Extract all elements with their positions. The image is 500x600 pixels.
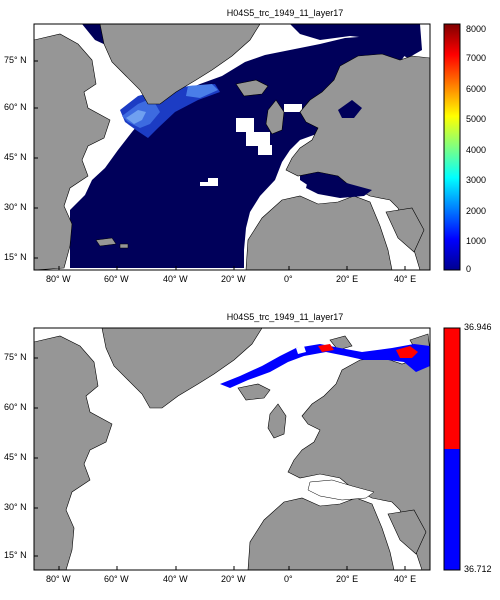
cbar-top-tick-8000: 8000 [466, 24, 487, 34]
land-bottom [34, 328, 430, 570]
cbar-top-tick-5000: 5000 [466, 114, 487, 124]
mediterranean-top [306, 178, 372, 198]
lon-tick-top-40w: 40° W [163, 274, 188, 284]
lon-tick-top-20e: 20° E [336, 274, 359, 284]
cbar-top-tick-6000: 6000 [466, 84, 487, 94]
colorbar-bottom-red [444, 328, 460, 449]
lon-tick-top-20w: 20° W [221, 274, 246, 284]
cbar-top-tick-2000: 2000 [466, 206, 487, 216]
lon-tick-top-60w: 60° W [104, 274, 129, 284]
map-top [34, 24, 430, 270]
cbar-top-tick-4000: 4000 [466, 145, 487, 155]
cbar-top-tick-3000: 3000 [466, 175, 487, 185]
lat-tick-bottom-60: 60° N [4, 402, 27, 412]
lat-tick-top-15: 15° N [4, 252, 27, 262]
cbar-top-tick-1000: 1000 [466, 236, 487, 246]
lon-tick-bottom-20e: 20° E [336, 574, 359, 584]
lat-tick-bottom-45: 45° N [4, 452, 27, 462]
lon-tick-bottom-40w: 40° W [163, 574, 188, 584]
cbar-bottom-tick-max: 36.946 [464, 322, 492, 332]
tracer-field-bottom [220, 344, 430, 388]
lon-tick-top-40e: 40° E [394, 274, 417, 284]
lon-tick-top-0: 0° [284, 274, 293, 284]
colorbar-bottom [443, 327, 461, 571]
land-top [34, 24, 430, 270]
lat-tick-top-75: 75° N [4, 55, 27, 65]
lon-tick-bottom-40e: 40° E [394, 574, 417, 584]
map-top-frame [33, 23, 431, 271]
lon-tick-bottom-20w: 20° W [221, 574, 246, 584]
lon-tick-bottom-80w: 80° W [46, 574, 71, 584]
colorbar-top [443, 23, 461, 271]
map-bottom [34, 328, 430, 570]
lat-tick-bottom-15: 15° N [4, 550, 27, 560]
lat-tick-top-60: 60° N [4, 102, 27, 112]
lat-tick-top-45: 45° N [4, 152, 27, 162]
lon-tick-bottom-60w: 60° W [104, 574, 129, 584]
tick-marks [34, 60, 406, 570]
cbar-top-tick-0: 0 [466, 264, 472, 274]
colorbar-bottom-blue [444, 449, 460, 570]
lat-tick-top-30: 30° N [4, 202, 27, 212]
lon-tick-top-80w: 80° W [46, 274, 71, 284]
lat-tick-bottom-30: 30° N [4, 502, 27, 512]
map-bottom-frame [33, 327, 431, 571]
map-title-bottom: H04S5_trc_1949_11_layer17 [226, 312, 344, 322]
map-title-top: H04S5_trc_1949_11_layer17 [226, 8, 344, 18]
cbar-bottom-tick-min: 36.712 [464, 564, 492, 574]
cbar-top-tick-7000: 7000 [466, 53, 487, 63]
lat-tick-bottom-75: 75° N [4, 352, 27, 362]
lon-tick-bottom-0: 0° [284, 574, 293, 584]
mediterranean-bottom [307, 479, 375, 501]
